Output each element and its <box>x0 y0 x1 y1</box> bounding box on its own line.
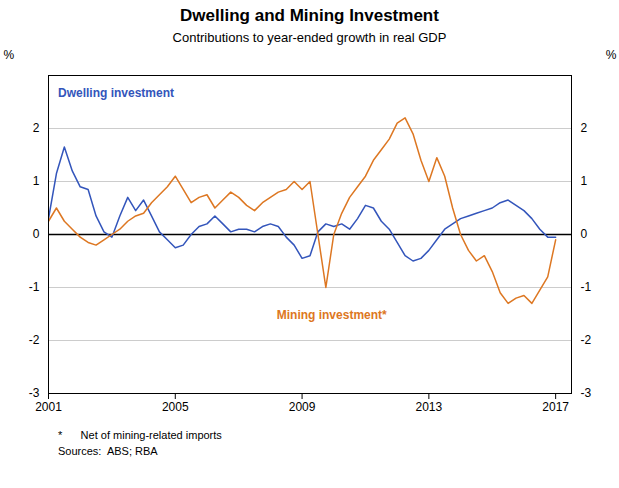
svg-text:-1: -1 <box>29 280 40 294</box>
svg-text:-3: -3 <box>581 386 592 400</box>
svg-text:Dwelling investment: Dwelling investment <box>58 86 174 100</box>
svg-text:-1: -1 <box>581 280 592 294</box>
svg-text:2: 2 <box>581 121 588 135</box>
svg-text:2005: 2005 <box>162 400 189 414</box>
html-text:Contributions to year-ended gr: Contributions to year-ended growth in re… <box>172 30 447 45</box>
svg-text:2009: 2009 <box>289 400 316 414</box>
svg-text:1: 1 <box>33 174 40 188</box>
html-text:* Net of mining-related import: * Net of mining-related imports <box>58 429 222 441</box>
svg-text:1: 1 <box>581 174 588 188</box>
svg-text:%: % <box>606 48 617 62</box>
svg-text:0: 0 <box>33 227 40 241</box>
svg-text:-3: -3 <box>29 386 40 400</box>
html-text:Dwelling and Mining Investment: Dwelling and Mining Investment <box>180 6 439 25</box>
svg-text:2013: 2013 <box>416 400 443 414</box>
svg-text:2: 2 <box>33 121 40 135</box>
html-text:Sources: ABS; RBA: Sources: ABS; RBA <box>58 445 158 457</box>
svg-text:2017: 2017 <box>542 400 569 414</box>
svg-text:%: % <box>4 48 15 62</box>
svg-text:Mining investment*: Mining investment* <box>277 308 387 322</box>
svg-text:-2: -2 <box>29 333 40 347</box>
svg-text:0: 0 <box>581 227 588 241</box>
svg-text:-2: -2 <box>581 333 592 347</box>
svg-text:2001: 2001 <box>35 400 62 414</box>
